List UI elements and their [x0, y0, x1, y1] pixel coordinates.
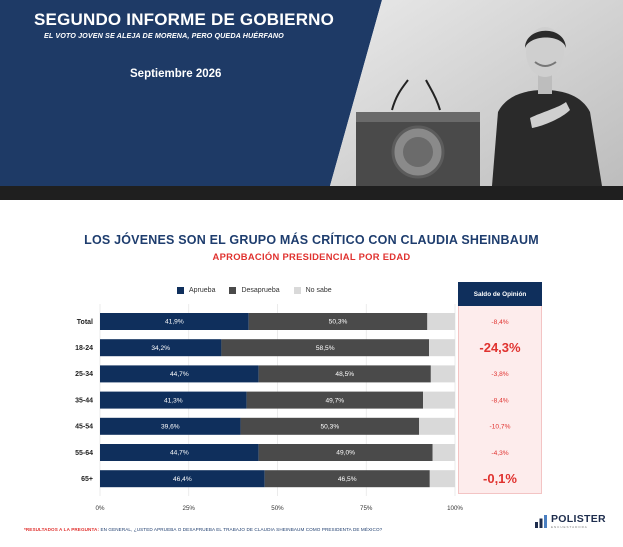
logo-name: POLISTER [551, 513, 606, 525]
president-photo [330, 0, 623, 186]
saldo-value: -4,3% [491, 450, 508, 457]
bar-segment-aprueba [100, 365, 259, 383]
bar-segment-desaprueba [258, 365, 431, 383]
bar-segment-no-sabe [423, 391, 455, 409]
bar-segment-aprueba [100, 417, 241, 435]
data-label: 50,3% [329, 319, 348, 326]
banner-background [0, 0, 623, 200]
polister-logo: POLISTER ENCUESTADORA [535, 514, 606, 529]
bar-segment-aprueba [100, 391, 247, 409]
saldo-value: -10,7% [490, 424, 511, 431]
category-label: 35-44 [75, 397, 93, 404]
header-banner: SEGUNDO INFORME DE GOBIERNO EL VOTO JOVE… [0, 0, 623, 200]
legend-item-desaprueba: Desaprueba [229, 287, 280, 294]
banner-title: SEGUNDO INFORME DE GOBIERNO [34, 10, 335, 29]
logo-tagline: ENCUESTADORA [551, 524, 588, 529]
data-label: 41,9% [165, 319, 184, 326]
x-tick-label: 0% [96, 505, 105, 512]
data-label: 44,7% [170, 371, 189, 378]
data-label: 34,2% [151, 345, 170, 352]
data-label: 46,4% [173, 476, 192, 483]
data-label: 48,5% [335, 371, 354, 378]
polister-logo-icon [535, 514, 547, 528]
x-tick-label: 100% [447, 505, 463, 512]
saldo-value: -0,1% [483, 471, 517, 486]
footnote-lead: *RESULTADOS A LA PREGUNTA: [24, 527, 100, 532]
legend-label-aprueba: Aprueba [189, 287, 216, 294]
saldo-value: -24,3% [479, 340, 521, 355]
x-tick-label: 50% [271, 505, 284, 512]
banner-subtitle: EL VOTO JOVEN SE ALEJA DE MORENA, PERO Q… [44, 31, 284, 40]
data-label: 58,5% [316, 345, 335, 352]
saldo-column [458, 306, 542, 494]
category-label: 55-64 [75, 450, 93, 457]
stacked-bar-chart: 0% 25% 50% 75% 100% Total 41,9% 50,3% -8,4% 18-24… [75, 304, 521, 512]
bar-segment-desaprueba [240, 417, 420, 435]
legend-label-no-sabe: No sabe [305, 287, 332, 294]
saldo-value: -8,4% [491, 397, 508, 404]
data-label: 41,3% [164, 397, 183, 404]
legend-item-aprueba: Aprueba [177, 287, 215, 294]
bar-segment-no-sabe [429, 339, 455, 357]
category-label: Total [77, 319, 93, 326]
bar-segment-desaprueba [258, 444, 433, 461]
data-label: 49,7% [325, 397, 344, 404]
category-label: 45-54 [75, 424, 93, 431]
bar-segment-no-sabe [432, 444, 455, 461]
bar-segment-aprueba [100, 470, 265, 488]
legend-swatch-aprueba [177, 287, 184, 294]
legend-swatch-no-sabe [293, 287, 301, 294]
legend-label-desaprueba: Desaprueba [241, 287, 280, 294]
legend-swatch-desaprueba [229, 287, 237, 294]
saldo-value: -3,8% [491, 371, 508, 378]
bar-segment-aprueba [100, 444, 259, 461]
bar-segment-no-sabe [419, 417, 455, 435]
data-label: 49,0% [336, 450, 355, 457]
bar-segment-desaprueba [264, 470, 430, 488]
footnote: *RESULTADOS A LA PREGUNTA: EN GENERAL, ¿… [24, 527, 382, 532]
x-tick-label: 25% [183, 505, 196, 512]
bar-segment-aprueba [100, 313, 249, 330]
legend-item-no-sabe: No sabe [293, 287, 332, 294]
category-label: 65+ [81, 476, 93, 483]
bar-segment-no-sabe [427, 313, 455, 330]
saldo-value: -8,4% [491, 319, 508, 326]
saldo-header: Saldo de Opinión [458, 282, 542, 306]
bar-segment-no-sabe [429, 470, 455, 488]
bar-segment-desaprueba [221, 339, 430, 357]
x-tick-label: 75% [360, 505, 373, 512]
chart-legend: Aprueba Desaprueba No sabe [177, 287, 332, 294]
chart-subtitle: APROBACIÓN PRESIDENCIAL POR EDAD [212, 251, 411, 262]
bar-segment-desaprueba [248, 313, 428, 330]
data-label: 39,6% [161, 424, 180, 431]
chart-title: LOS JÓVENES SON EL GRUPO MÁS CRÍTICO CON… [84, 233, 539, 247]
footnote-text: EN GENERAL, ¿USTED APRUEBA O DESAPRUEBA … [99, 527, 383, 532]
bar-segment-no-sabe [430, 365, 455, 383]
banner-date: Septiembre 2026 [130, 68, 222, 80]
data-label: 50,3% [321, 424, 340, 431]
data-label: 46,5% [338, 476, 357, 483]
category-label: 25-34 [75, 371, 93, 378]
category-label: 18-24 [75, 345, 93, 352]
bar-segment-desaprueba [246, 391, 424, 409]
bar-segment-aprueba [100, 339, 222, 357]
data-label: 44,7% [170, 450, 189, 457]
